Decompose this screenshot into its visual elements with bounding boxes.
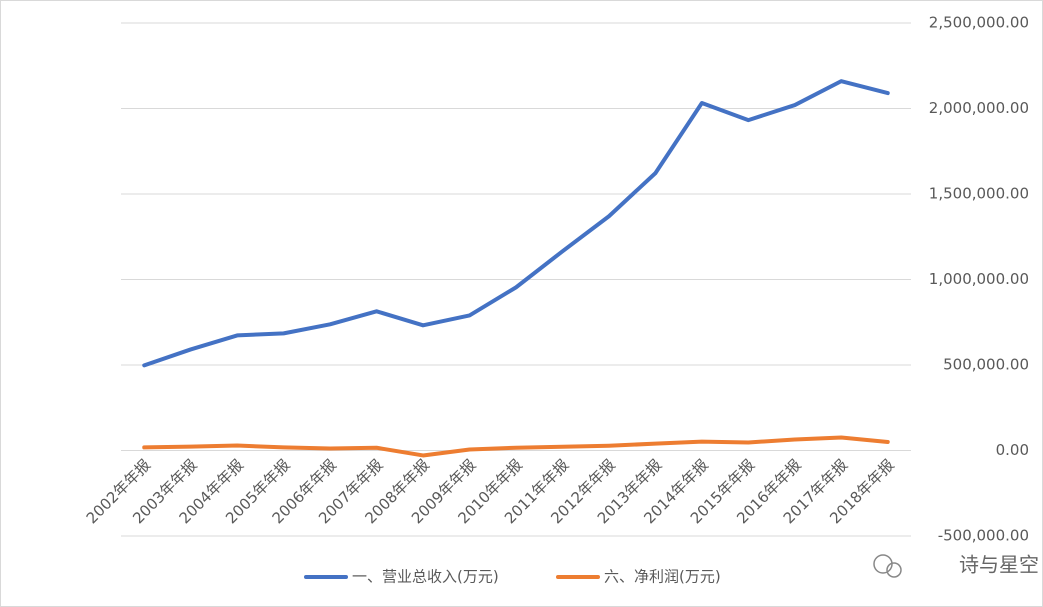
y-tick-label: 0.00 [996, 441, 1029, 459]
legend-label: 六、净利润(万元) [604, 568, 721, 586]
y-tick-label: -500,000.00 [938, 527, 1029, 545]
y-tick-label: 2,000,000.00 [929, 99, 1029, 117]
y-tick-label: 1,500,000.00 [929, 185, 1029, 203]
series-line [142, 435, 890, 458]
watermark: 诗与星空 [959, 553, 1039, 577]
y-tick-label: 1,000,000.00 [929, 270, 1029, 288]
y-tick-label: 500,000.00 [943, 356, 1029, 374]
series-line [142, 79, 890, 368]
legend-label: 一、营业总收入(万元) [352, 568, 499, 586]
y-tick-label: 2,500,000.00 [929, 14, 1029, 32]
watermark-icon [886, 562, 902, 578]
